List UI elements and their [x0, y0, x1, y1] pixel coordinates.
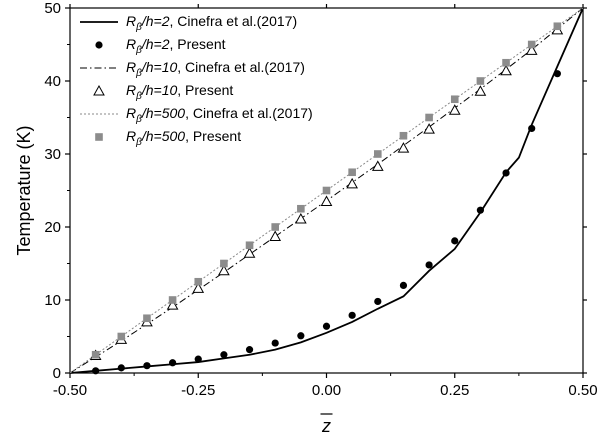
data-point [474, 85, 487, 96]
y-tick-label: 30 [44, 146, 61, 163]
data-point [553, 22, 562, 31]
data-point [269, 230, 282, 241]
legend-entry-5: Rβ/h=500, Present [95, 128, 241, 148]
data-point [525, 44, 538, 55]
y-tick-label: 50 [44, 0, 61, 17]
legend-entry-2: Rβ/h=10, Cinefra et al.(2017) [80, 59, 305, 79]
data-point [528, 124, 536, 133]
data-point [451, 237, 459, 245]
x-tick-label: 0.50 [568, 382, 597, 399]
data-point [502, 58, 510, 67]
y-tick-label: 40 [44, 73, 61, 90]
series-0 [69, 7, 584, 374]
data-point [348, 311, 356, 319]
data-point [220, 259, 228, 268]
legend-label: Rβ/h=500, Cinefra et al.(2017) [126, 105, 313, 125]
data-point [322, 186, 331, 195]
axes-layer: -0.50 -0.25 0.00 0.25 0.50 0 10 20 30 40 50 z Temper… [14, 0, 598, 436]
data-point [348, 168, 356, 177]
legend-marker-swatch [95, 41, 103, 49]
data-point [143, 362, 151, 370]
data-point [399, 281, 408, 289]
data-point [245, 346, 254, 354]
data-point [143, 314, 151, 323]
data-point [166, 299, 179, 310]
legend-entry-3: Rβ/h=10, Present [93, 82, 233, 102]
data-point [295, 212, 307, 224]
data-point [500, 64, 512, 76]
series-5 [91, 22, 562, 359]
data-point [192, 282, 205, 293]
data-point [448, 104, 461, 115]
legend: Rβ/h=2, Cinefra et al.(2017) Rβ/h=2, Pres… [80, 13, 313, 148]
data-point [245, 241, 254, 250]
data-point [423, 123, 435, 134]
data-point [374, 297, 382, 306]
data-point [450, 95, 459, 104]
legend-entry-0: Rβ/h=2, Cinefra et al.(2017) [80, 13, 297, 33]
data-point [92, 367, 100, 375]
data-point [271, 223, 279, 231]
data-point [220, 351, 228, 359]
data-point [91, 350, 100, 359]
legend-label: Rβ/h=10, Cinefra et al.(2017) [126, 59, 305, 79]
data-point [194, 277, 203, 286]
series-line [69, 7, 584, 374]
series-line [69, 7, 584, 374]
data-point [297, 204, 305, 213]
data-point [322, 322, 331, 330]
data-point [297, 332, 305, 340]
data-point [397, 142, 410, 153]
y-tick-label: 0 [53, 365, 61, 382]
series-4 [69, 7, 584, 374]
data-point [169, 359, 177, 367]
series-1 [92, 70, 561, 375]
data-point [425, 261, 433, 269]
legend-label: Rβ/h=10, Present [126, 82, 233, 102]
data-point [320, 195, 333, 206]
data-point [218, 264, 230, 276]
x-axis-label: z [321, 416, 331, 436]
data-point [243, 247, 256, 258]
data-point [194, 355, 202, 363]
x-tick-label: -0.25 [181, 382, 215, 399]
y-axis-label: Temperature (K) [14, 125, 34, 255]
data-point [374, 150, 382, 158]
series-layer [69, 7, 584, 375]
data-point [476, 206, 484, 214]
legend-marker-swatch [95, 133, 103, 141]
x-tick-label: 0.25 [440, 382, 469, 399]
data-point [425, 113, 433, 122]
y-tick-label: 20 [44, 219, 61, 236]
data-point [346, 177, 358, 189]
legend-label: Rβ/h=2, Present [126, 36, 226, 56]
data-point [502, 169, 510, 177]
data-point [168, 296, 177, 304]
data-point [371, 160, 384, 171]
data-point [476, 77, 485, 85]
legend-entry-1: Rβ/h=2, Present [95, 36, 226, 56]
x-tick-label: 0.00 [312, 382, 341, 399]
data-point [527, 40, 536, 49]
legend-label: Rβ/h=2, Cinefra et al.(2017) [126, 13, 297, 33]
data-point [117, 364, 125, 372]
data-point [399, 131, 408, 140]
legend-label: Rβ/h=500, Present [126, 128, 241, 148]
legend-marker-swatch [93, 84, 105, 96]
y-tick-label: 10 [44, 292, 61, 309]
data-point [271, 339, 279, 347]
data-point [553, 70, 561, 78]
data-point [117, 332, 126, 341]
x-tick-label: -0.50 [53, 382, 87, 399]
legend-entry-4: Rβ/h=500, Cinefra et al.(2017) [80, 105, 313, 125]
